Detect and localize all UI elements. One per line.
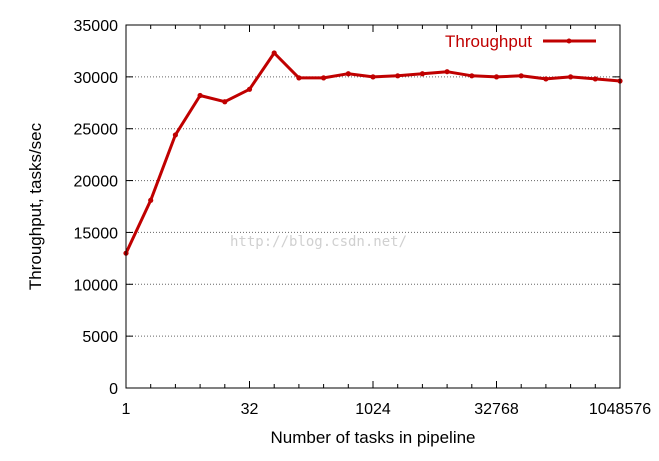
x-tick-labels: 1 32 1024 32768 1048576 [122, 401, 652, 418]
data-point [395, 73, 401, 79]
data-point [419, 71, 425, 77]
grid-lines [126, 76, 620, 337]
data-point [321, 75, 327, 81]
data-point [444, 69, 450, 75]
data-point [518, 73, 524, 79]
data-point [197, 92, 203, 99]
data-point [172, 132, 178, 138]
legend-label: Throughput [445, 32, 532, 51]
y-tick-label: 15000 [74, 225, 119, 242]
y-tick-label: 0 [109, 381, 118, 398]
data-point [148, 197, 154, 203]
data-point [592, 76, 598, 82]
y-tick-label: 5000 [82, 329, 118, 346]
y-tick-label: 10000 [74, 277, 119, 294]
y-tick-label: 20000 [74, 174, 119, 191]
y-tick-label: 30000 [74, 70, 119, 87]
x-tick-label: 1 [122, 401, 131, 418]
legend: Throughput [445, 32, 596, 51]
watermark-text: http://blog.csdn.net/ [230, 234, 407, 250]
data-point [493, 74, 500, 80]
x-tick-label: 1048576 [589, 401, 651, 418]
data-point [568, 74, 574, 80]
series-line [124, 51, 621, 254]
data-point [469, 73, 475, 79]
series-layer [123, 50, 623, 256]
x-axis-label: Number of tasks in pipeline [270, 428, 475, 447]
data-point [345, 71, 351, 77]
y-tick-label: 35000 [74, 18, 119, 35]
data-point [296, 75, 302, 81]
x-tick-label: 32768 [474, 401, 519, 418]
data-point [271, 50, 277, 56]
y-tick-labels: 0 5000 10000 15000 20000 25000 30000 35000 [74, 18, 119, 398]
plot-frame [125, 24, 621, 389]
data-point [370, 74, 376, 80]
data-point [222, 99, 228, 105]
data-point [246, 86, 253, 92]
y-axis-label: Throughput, tasks/sec [26, 122, 45, 290]
x-tick-label: 32 [241, 401, 259, 418]
legend-swatch-marker [566, 38, 572, 44]
y-tick-label: 25000 [74, 122, 119, 139]
x-tick-label: 1024 [355, 401, 391, 418]
data-point [543, 76, 549, 82]
